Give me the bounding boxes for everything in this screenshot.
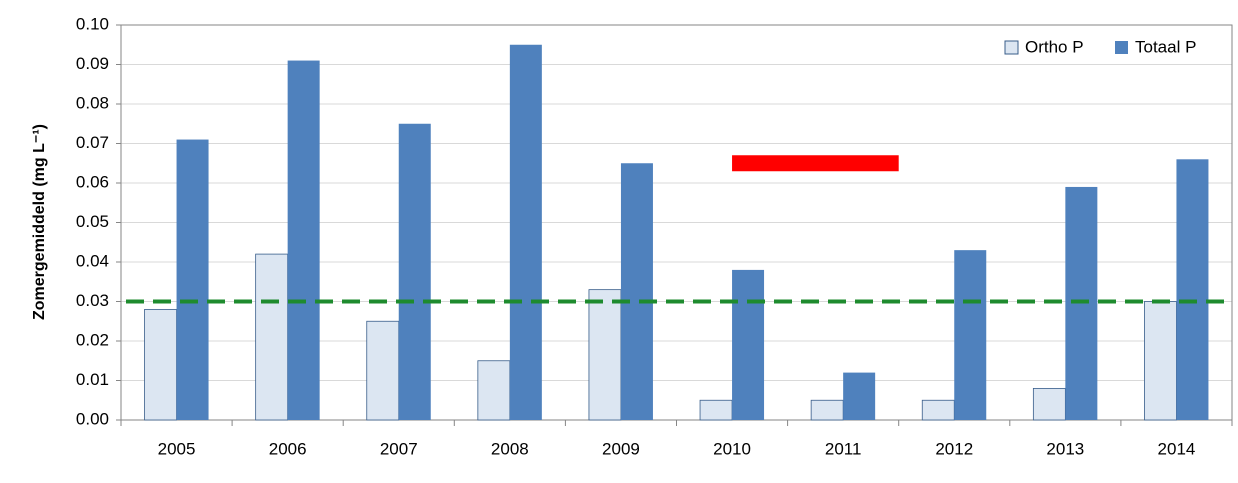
x-tick-label: 2012 (935, 439, 973, 458)
x-tick-label: 2013 (1046, 439, 1084, 458)
y-tick-label: 0.03 (76, 291, 109, 310)
x-tick-label: 2011 (825, 439, 862, 458)
x-tick-label: 2009 (602, 439, 640, 458)
x-tick-label: 2006 (269, 439, 307, 458)
y-axis-title: Zomergemiddeld (mg L⁻¹) (31, 124, 48, 320)
bar (921, 399, 955, 421)
bar (366, 320, 400, 421)
bar (1144, 301, 1177, 421)
x-tick-label: 2008 (491, 439, 529, 458)
bar (954, 250, 987, 420)
y-tick-label: 0.06 (76, 172, 109, 191)
bar (176, 139, 209, 421)
bar (1032, 387, 1066, 421)
y-tick-label: 0.07 (76, 133, 109, 152)
legend-swatch (1004, 40, 1019, 55)
legend-label: Totaal P (1135, 37, 1196, 56)
highlight-bar (732, 155, 899, 172)
y-tick-label: 0.09 (76, 54, 109, 73)
legend-swatch (1115, 41, 1128, 54)
bar (477, 360, 511, 421)
legend-label: Ortho P (1025, 37, 1084, 56)
y-tick-label: 0.02 (76, 330, 109, 349)
x-tick-label: 2010 (713, 439, 751, 458)
bar (699, 399, 733, 421)
bar (255, 253, 289, 421)
bar (398, 123, 431, 420)
y-tick-label: 0.10 (76, 14, 109, 33)
y-tick-label: 0.05 (76, 212, 109, 231)
y-tick-label: 0.00 (76, 409, 109, 428)
bar (509, 44, 542, 420)
bar (1176, 159, 1209, 421)
y-tick-label: 0.04 (76, 251, 109, 270)
bar (732, 269, 765, 420)
bar (620, 163, 653, 420)
x-tick-label: 2005 (158, 439, 196, 458)
bar (144, 308, 177, 421)
y-tick-label: 0.01 (76, 370, 109, 389)
x-tick-label: 2014 (1158, 439, 1196, 458)
bar (810, 399, 844, 421)
bar (588, 289, 622, 421)
y-tick-label: 0.08 (76, 93, 109, 112)
bar (287, 60, 320, 421)
bar (843, 372, 876, 420)
x-tick-label: 2007 (380, 439, 418, 458)
